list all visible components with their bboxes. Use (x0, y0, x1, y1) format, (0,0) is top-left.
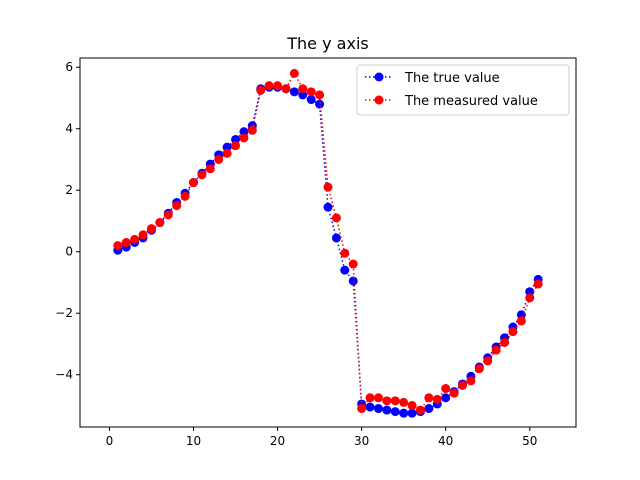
data-point (298, 84, 308, 94)
data-point (399, 397, 409, 407)
x-tick-label: 0 (106, 434, 114, 448)
data-point (231, 141, 241, 151)
y-tick-label: 6 (65, 60, 73, 74)
data-point (382, 396, 392, 406)
y-tick-label: 2 (65, 183, 73, 197)
data-point (357, 404, 367, 414)
data-point (516, 310, 526, 320)
data-point (390, 396, 400, 406)
data-point (373, 393, 383, 403)
y-tick-label: 0 (65, 245, 73, 259)
data-point (415, 405, 425, 415)
data-point (340, 248, 350, 258)
data-point (382, 405, 392, 415)
data-point (256, 85, 266, 95)
data-point (289, 68, 299, 78)
data-point (239, 133, 249, 143)
data-point (533, 279, 543, 289)
y-tick-label: −2 (55, 306, 73, 320)
data-point (323, 202, 333, 212)
data-point (231, 134, 241, 144)
data-point (525, 287, 535, 297)
x-tick-label: 30 (354, 434, 369, 448)
data-point (172, 201, 182, 211)
data-point (155, 218, 165, 228)
data-point (449, 388, 459, 398)
data-point (222, 148, 232, 158)
data-point (373, 404, 383, 414)
data-point (138, 230, 148, 240)
data-point (483, 356, 493, 366)
data-point (315, 99, 325, 109)
data-point (348, 276, 358, 286)
data-point (180, 191, 190, 201)
legend-box (356, 64, 570, 116)
data-point (441, 384, 451, 394)
x-tick-label: 40 (438, 434, 453, 448)
data-point (508, 327, 518, 337)
data-point (365, 393, 375, 403)
data-point (298, 90, 308, 100)
legend-marker (374, 95, 384, 105)
data-point (163, 210, 173, 220)
legend-marker (374, 72, 384, 82)
data-point (264, 81, 274, 91)
legend: The true value The measured value (356, 64, 570, 116)
data-point (323, 182, 333, 192)
x-tick-label: 50 (522, 434, 537, 448)
axes-frame (79, 57, 577, 428)
data-point (390, 407, 400, 417)
data-point (113, 241, 123, 251)
data-point (432, 394, 442, 404)
data-point (441, 393, 451, 403)
x-tick-label: 10 (186, 434, 201, 448)
data-point (424, 393, 434, 403)
data-point (205, 164, 215, 174)
data-point (306, 95, 316, 105)
data-point (315, 90, 325, 100)
data-point (247, 125, 257, 135)
data-point (197, 170, 207, 180)
data-point (500, 337, 510, 347)
axis-ticks: 0 10 20 30 40 50 −4 −2 0 2 4 6 (55, 60, 537, 448)
x-tick-label: 20 (270, 434, 285, 448)
data-point (458, 380, 468, 390)
data-point (474, 364, 484, 374)
plot-area (113, 68, 543, 418)
legend-label: The true value (404, 71, 500, 86)
y-tick-label: −4 (55, 368, 73, 382)
data-point (424, 404, 434, 414)
data-point (239, 127, 249, 137)
legend-label: The measured value (404, 94, 538, 109)
data-point (365, 402, 375, 412)
data-point (407, 400, 417, 410)
data-point (306, 87, 316, 97)
data-point (281, 84, 291, 94)
data-point (340, 265, 350, 275)
data-point (491, 345, 501, 355)
data-point (525, 293, 535, 303)
data-point (348, 259, 358, 269)
data-point (273, 81, 283, 91)
data-point (146, 224, 156, 234)
data-point (331, 213, 341, 223)
data-point (407, 408, 417, 418)
data-point (188, 178, 198, 188)
data-point (466, 376, 476, 386)
data-point (331, 233, 341, 243)
series-2 (113, 68, 543, 415)
data-point (289, 87, 299, 97)
y-tick-label: 4 (65, 122, 73, 136)
data-point (121, 238, 131, 247)
data-point (130, 234, 140, 244)
data-point (214, 154, 224, 164)
chart-title: The y axis (286, 34, 368, 53)
data-point (399, 408, 409, 418)
data-point (516, 316, 526, 326)
